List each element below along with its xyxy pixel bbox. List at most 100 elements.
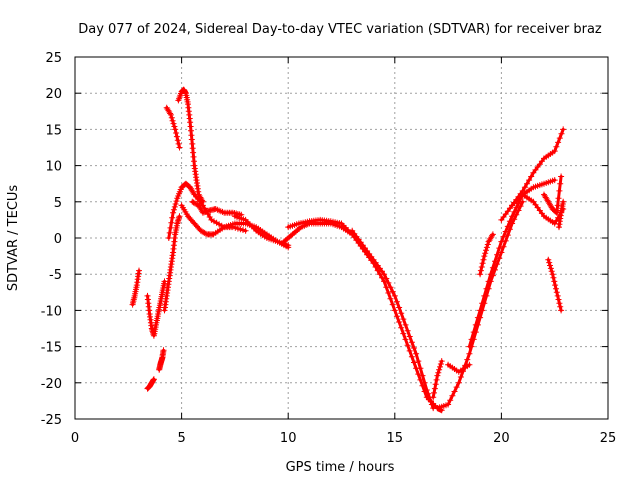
series-arc3 <box>144 376 157 392</box>
series-arc20 <box>477 231 496 278</box>
data-point <box>170 120 177 127</box>
data-point <box>170 206 177 213</box>
y-tick-label: -15 <box>41 341 62 356</box>
data-point <box>176 144 183 151</box>
data-point <box>391 307 398 314</box>
series-arc5 <box>161 213 183 314</box>
data-point <box>483 247 489 254</box>
tick-layer: 0 5 10 15 20 25 -25 -20 -15 -10 -5 0 5 10 15 20 25 <box>41 51 617 446</box>
data-point <box>398 310 405 317</box>
data-point <box>169 117 176 124</box>
data-point <box>406 347 413 354</box>
data-point <box>431 385 438 392</box>
data-point <box>160 347 167 354</box>
data-point <box>166 229 173 236</box>
data-point <box>555 139 562 146</box>
series-arc17 <box>434 198 526 412</box>
data-point <box>285 244 292 251</box>
data-point <box>487 271 494 278</box>
series-arc2 <box>144 278 168 339</box>
data-point <box>548 268 555 275</box>
data-point <box>195 224 202 231</box>
data-point <box>150 376 157 383</box>
data-point <box>479 260 486 267</box>
x-tick-label: 10 <box>280 431 297 446</box>
data-point <box>417 365 424 372</box>
x-tick-label: 25 <box>600 431 617 446</box>
data-point <box>430 394 437 401</box>
data-point <box>472 321 479 328</box>
data-point <box>208 216 215 223</box>
data-point <box>489 231 496 238</box>
grid-layer <box>75 57 608 419</box>
data-point <box>551 177 558 184</box>
data-point <box>504 223 511 230</box>
series-arc24 <box>541 173 565 216</box>
data-point <box>451 388 458 395</box>
data-point <box>176 213 183 220</box>
x-tick-label: 5 <box>177 431 185 446</box>
data-point <box>509 213 516 220</box>
data-point <box>411 345 417 351</box>
data-point <box>494 251 501 258</box>
data-point <box>484 241 491 248</box>
data-point <box>433 376 440 383</box>
series-arc16 <box>430 358 445 401</box>
data-point <box>389 288 396 295</box>
data-point <box>242 227 249 234</box>
data-point <box>387 284 394 291</box>
data-point <box>398 324 405 331</box>
data-point <box>396 319 403 325</box>
series-arc1 <box>129 267 142 308</box>
data-point <box>481 253 488 260</box>
data-point <box>482 250 489 257</box>
data-point <box>551 148 558 155</box>
data-point <box>173 198 180 205</box>
data-point <box>545 256 552 263</box>
y-axis-label: SDTVAR / TECUs <box>6 185 21 292</box>
data-point <box>477 267 484 274</box>
data-point <box>437 361 444 367</box>
data-point <box>385 290 392 296</box>
data-point <box>500 243 507 250</box>
series-arc18 <box>445 361 473 375</box>
x-axis-label: GPS time / hours <box>286 460 395 475</box>
data-point <box>513 204 520 211</box>
series-arc22 <box>509 126 567 209</box>
data-point <box>172 126 179 133</box>
data-point <box>400 330 407 337</box>
data-point <box>175 140 182 147</box>
data-point <box>468 336 475 343</box>
data-point <box>502 237 509 244</box>
data-point <box>445 401 452 408</box>
data-point <box>434 372 441 379</box>
data-point <box>502 228 509 235</box>
data-point <box>190 219 197 226</box>
data-point <box>383 275 390 282</box>
data-point <box>511 208 518 215</box>
data-point <box>437 363 443 370</box>
data-point <box>552 282 559 289</box>
series-arc19 <box>466 191 526 350</box>
series-arc7 <box>163 104 183 151</box>
series-arc9 <box>189 198 245 218</box>
data-point <box>470 329 477 336</box>
data-point <box>435 369 442 376</box>
y-tick-label: 10 <box>45 160 62 175</box>
data-point <box>379 274 385 281</box>
data-point <box>421 379 428 386</box>
data-point <box>547 262 553 269</box>
data-point <box>555 195 562 202</box>
data-point <box>526 177 533 184</box>
data-point <box>481 292 488 299</box>
data-point <box>555 296 562 303</box>
data-point <box>553 208 559 215</box>
data-point <box>466 350 473 357</box>
data-point <box>553 285 559 292</box>
data-point <box>167 224 174 231</box>
series-arc14 <box>338 220 445 414</box>
data-point <box>404 342 411 349</box>
data-point <box>556 135 563 142</box>
data-point <box>558 307 565 314</box>
